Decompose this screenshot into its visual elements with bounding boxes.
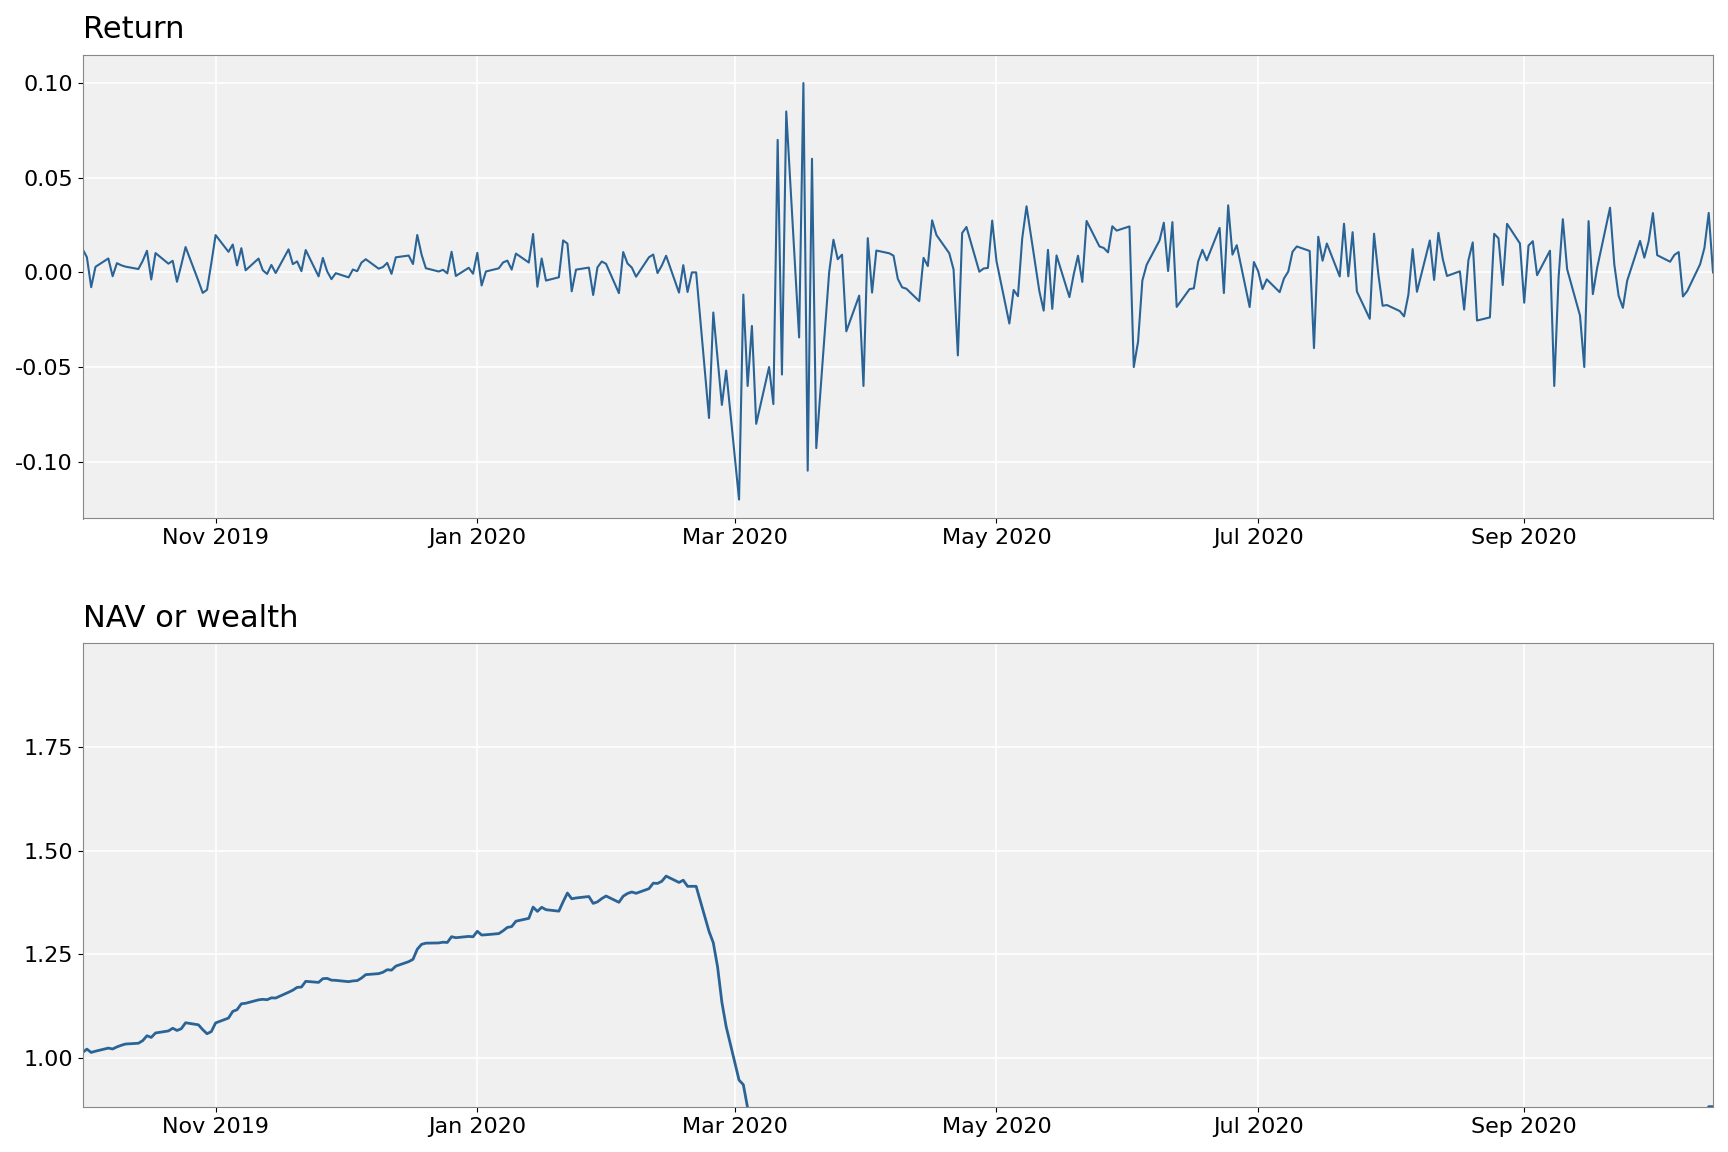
Text: NAV or wealth: NAV or wealth: [83, 604, 299, 632]
Text: Return: Return: [83, 15, 185, 44]
